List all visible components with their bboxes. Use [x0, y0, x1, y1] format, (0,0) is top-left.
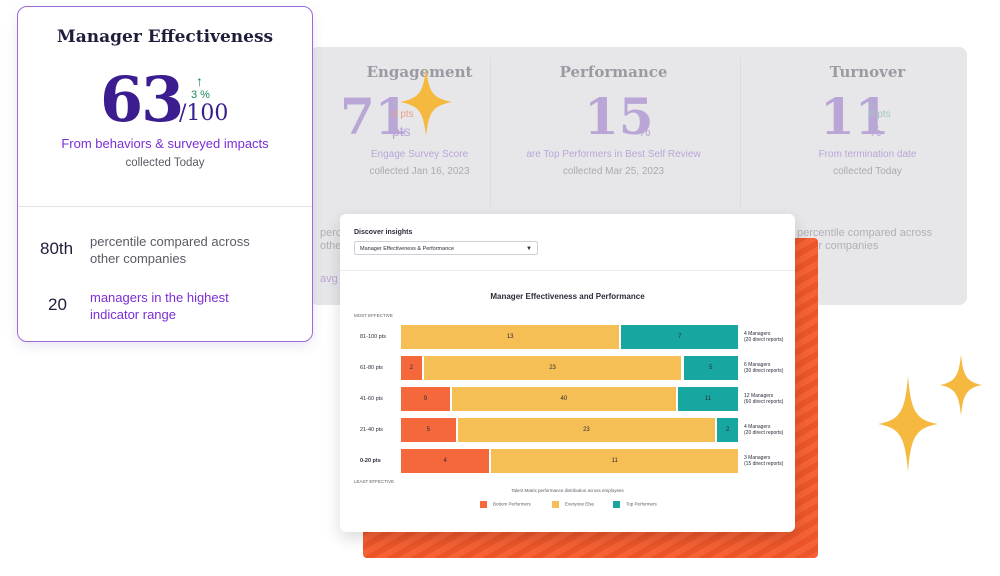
row-note: 4 Managers (20 direct reports)	[744, 331, 784, 343]
row-label: 21-40 pts	[360, 427, 383, 433]
bar-segment-everyone-else: 40	[451, 387, 676, 411]
manager-effectiveness-card[interactable]: Manager Effectiveness 63 ↑ 3 % /100 From…	[17, 6, 313, 342]
metric-unit: %	[638, 123, 651, 139]
metric-subtitle: From termination date	[818, 149, 917, 160]
legend-swatch	[552, 501, 559, 508]
collected-date: collected Today	[125, 157, 205, 169]
managers-text: managers in the highest indicator range	[90, 290, 229, 322]
row-label: 61-80 pts	[360, 365, 383, 371]
metric-value: 11	[820, 87, 890, 146]
bar-segment-bottom-performers: 5	[401, 418, 456, 442]
bar-segment-top-performers: 2	[717, 418, 738, 442]
divider	[340, 270, 795, 271]
bar-segment-everyone-else: 23	[457, 418, 716, 442]
metric-title: Turnover	[829, 63, 906, 81]
metric-delta: 8 pts	[392, 109, 414, 120]
legend-label: Bottom Performers	[493, 501, 531, 507]
metric-value: 71	[340, 87, 410, 146]
metric-turnover: Turnover 11 ↓ 8 pts % From termination d…	[758, 47, 977, 217]
arrow-up-icon: ↑	[196, 73, 203, 89]
arrow-down-icon: ↓	[869, 97, 874, 108]
metric-delta: 8 pts	[869, 109, 891, 120]
select-value: Manager Effectiveness & Performance	[360, 246, 455, 252]
score-delta: 3 %	[191, 89, 210, 101]
sparkle-icon	[878, 376, 938, 472]
metric-performance: Performance 15 % are Top Performers in B…	[504, 47, 723, 217]
metric-engagement: Engagement 71 ↓ 8 pts pts Engage Survey …	[310, 47, 529, 217]
metric-unit: %	[869, 123, 882, 139]
metric-subtitle: are Top Performers in Best Self Review	[526, 149, 701, 160]
bar-segment-top-performers: 11	[677, 387, 738, 411]
chevron-down-icon: ▼	[526, 246, 532, 252]
metric-value: 15	[584, 87, 654, 146]
metric-collected: collected Mar 25, 2023	[562, 166, 665, 177]
bg-fragment: avg	[320, 273, 338, 285]
row-label: 81-100 pts	[360, 334, 386, 340]
bar-segment-everyone-else: 13	[401, 325, 620, 349]
metric-unit: pts	[392, 123, 411, 139]
row-label: 0-20 pts	[360, 458, 381, 464]
managers-count: 20	[48, 295, 67, 314]
chart-title: Manager Effectiveness and Performance	[490, 292, 645, 301]
row-label: 41-60 pts	[360, 396, 383, 402]
bg-fragment: othe	[320, 240, 342, 252]
legend-label: Top Performers	[626, 501, 657, 507]
metric-collected: collected Today	[833, 166, 902, 177]
sparkle-icon	[400, 68, 452, 136]
insights-chart-card: Discover insights Manager Effectiveness …	[340, 214, 795, 532]
bar-segment-bottom-performers: 9	[401, 387, 450, 411]
arrow-down-icon: ↓	[392, 97, 397, 108]
legend-item: Bottom Performers	[480, 501, 531, 508]
insights-select[interactable]: Manager Effectiveness & Performance ▼	[354, 241, 538, 255]
score-out-of: /100	[179, 101, 229, 126]
score-description: From behaviors & surveyed impacts	[61, 136, 269, 151]
metric-title: Performance	[559, 63, 668, 81]
legend-swatch	[613, 501, 620, 508]
legend-item: Everyone Else	[552, 501, 594, 508]
divider	[490, 57, 491, 207]
legend-swatch	[480, 501, 487, 508]
row-note: 3 Managers (15 direct reports)	[744, 455, 784, 467]
percentile-text: percentile compared across other compani…	[90, 234, 250, 266]
row-note: 4 Managers (20 direct reports)	[744, 424, 784, 436]
metric-subtitle: Engage Survey Score	[370, 149, 469, 160]
divider	[740, 57, 741, 207]
legend-caption: Talent Matrix performance distribution a…	[511, 488, 624, 493]
legend-label: Everyone Else	[565, 501, 595, 507]
bar-segment-top-performers: 5	[683, 356, 738, 380]
sparkle-icon	[940, 354, 982, 416]
bar-segment-everyone-else: 23	[423, 356, 682, 380]
axis-label-bottom: LEAST EFFECTIVE	[354, 479, 395, 484]
axis-label-top: MOST EFFECTIVE	[354, 313, 393, 318]
insights-label: Discover insights	[354, 229, 413, 236]
metric-collected: collected Jan 16, 2023	[369, 166, 470, 177]
bar-segment-everyone-else: 11	[491, 449, 738, 473]
row-note: 12 Managers (60 direct reports)	[744, 393, 784, 405]
bar-segment-top-performers: 7	[621, 325, 738, 349]
percentile-value: 80th	[40, 239, 74, 258]
row-note: 6 Managers (30 direct reports)	[744, 362, 784, 374]
card-title: Manager Effectiveness	[56, 27, 274, 47]
metric-title: Engagement	[366, 63, 473, 81]
legend-item: Top Performers	[613, 501, 657, 508]
bar-segment-bottom-performers: 4	[401, 449, 490, 473]
bg-fragment: percentile compared across	[797, 227, 933, 239]
score-value: 63	[100, 63, 184, 136]
divider	[18, 206, 312, 207]
bar-segment-bottom-performers: 2	[401, 356, 422, 380]
